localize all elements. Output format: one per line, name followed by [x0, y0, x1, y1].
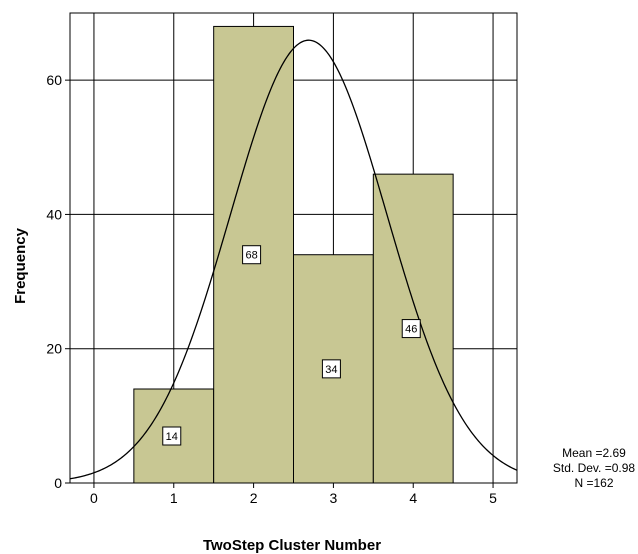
- bar-value-label-text: 46: [405, 324, 417, 336]
- x-tick-label: 2: [250, 490, 258, 506]
- std-dev-stat: Std. Dev. =0.98: [552, 461, 636, 475]
- histogram-bars: [133, 25, 454, 484]
- y-tick-label: 20: [46, 341, 62, 357]
- x-axis-title: TwoStep Cluster Number: [203, 537, 381, 554]
- x-tick-label: 1: [170, 490, 178, 506]
- plot-area-frame: [69, 12, 518, 484]
- statistics-legend: Mean =2.69 Std. Dev. =0.98 N =162: [548, 446, 638, 491]
- mean-stat: Mean =2.69: [562, 446, 626, 460]
- normal-curve-line: [69, 39, 518, 480]
- bar-value-label-2: 68: [242, 245, 262, 265]
- normal-curve: [69, 39, 518, 480]
- bar-value-label-box: [162, 426, 182, 446]
- x-tick-label: 5: [489, 490, 497, 506]
- x-tick-label: 3: [330, 490, 338, 506]
- bar-value-label-box: [321, 359, 341, 379]
- bar-value-labels: 14 68 34 46: [162, 245, 421, 446]
- y-tick-label: 40: [46, 206, 62, 222]
- bar-value-label-text: 34: [325, 364, 337, 376]
- bar-value-label-1: 14: [162, 426, 182, 446]
- y-axis-title: Frequency: [12, 227, 29, 304]
- y-tick-label: 0: [54, 475, 62, 491]
- n-stat: N =162: [574, 476, 614, 490]
- x-tick-label: 0: [90, 490, 98, 506]
- bar-value-label-box: [242, 245, 262, 265]
- bar-value-label-box: [401, 319, 421, 339]
- y-tick-label: 60: [46, 72, 62, 88]
- bar-value-label-text: 68: [245, 250, 257, 262]
- bar-value-label-text: 14: [166, 431, 178, 443]
- x-tick-label: 4: [409, 490, 417, 506]
- bar-value-label-3: 34: [321, 359, 341, 379]
- bar-value-label-4: 46: [401, 319, 421, 339]
